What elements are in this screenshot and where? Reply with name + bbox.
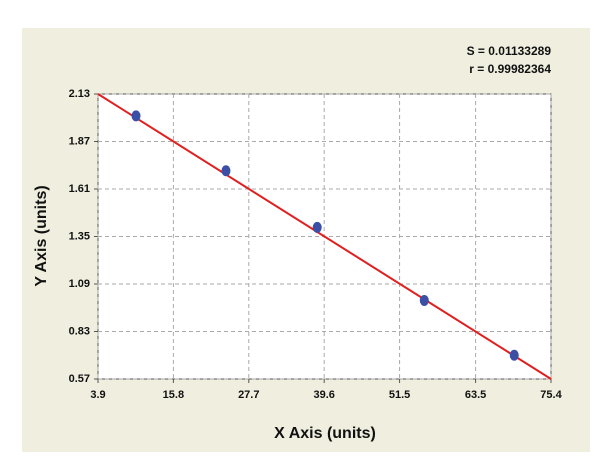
x-tick-label: 39.6	[313, 389, 334, 401]
x-tick-label: 51.5	[389, 389, 410, 401]
x-tick-label: 27.7	[238, 389, 259, 401]
data-point	[131, 110, 141, 122]
x-axis-title: X Axis (units)	[274, 425, 376, 442]
x-tick-label: 15.8	[163, 389, 184, 401]
y-tick-label: 0.83	[69, 325, 90, 337]
x-tick-label: 63.5	[465, 389, 486, 401]
data-point	[221, 165, 231, 177]
y-tick-label: 1.09	[69, 278, 90, 290]
data-point	[419, 294, 429, 306]
x-tick-label: 3.9	[90, 389, 105, 401]
x-tick-label: 75.4	[540, 389, 562, 401]
y-tick-label: 2.13	[69, 88, 90, 100]
y-tick-label: 1.87	[69, 135, 90, 147]
annotation: r = 0.99982364	[469, 62, 551, 76]
y-tick-label: 0.57	[69, 373, 90, 385]
y-tick-label: 1.35	[69, 230, 90, 242]
fit-line	[97, 93, 552, 380]
y-axis-title: Y Axis (units)	[33, 185, 50, 286]
y-tick-label: 1.61	[69, 183, 90, 195]
data-point	[312, 221, 322, 233]
data-point	[509, 349, 519, 361]
annotation: S = 0.01133289	[467, 44, 552, 58]
